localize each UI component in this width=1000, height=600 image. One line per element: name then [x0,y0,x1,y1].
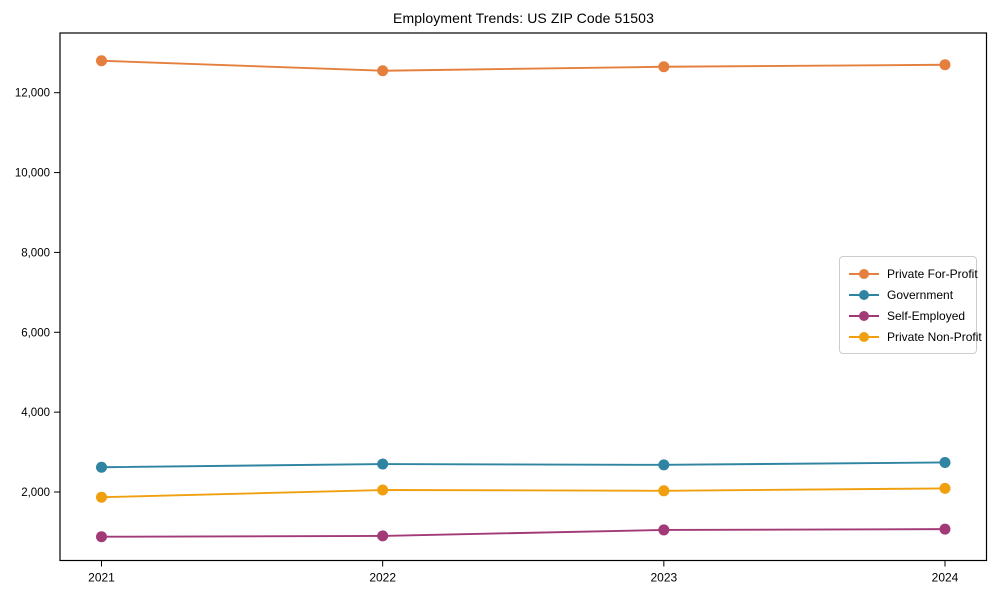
legend-label: Government [887,287,954,302]
data-point-self-employed-2024 [939,523,951,535]
data-point-self-employed-2023 [658,524,670,536]
x-axis-tick-label: 2022 [369,571,396,585]
legend-label: Private For-Profit [887,266,978,281]
x-axis-tick-label: 2024 [932,571,959,585]
legend-swatch-dot [859,268,869,279]
data-point-government-2024 [939,456,951,468]
data-point-self-employed-2021 [96,531,107,543]
chart-title: Employment Trends: US ZIP Code 51503 [393,10,654,26]
data-point-private-non-profit-2022 [377,484,389,496]
data-point-private-for-profit-2021 [96,55,107,67]
data-point-private-for-profit-2024 [939,59,951,71]
series-line-private-non-profit [101,487,946,499]
legend-swatch-dot [859,310,869,321]
y-axis-tick-label: 4,000 [21,407,50,419]
legend-swatch-dot [859,289,869,300]
x-axis-tick-label: 2023 [650,571,677,585]
data-point-private-non-profit-2024 [939,482,951,494]
data-point-private-non-profit-2023 [658,485,670,497]
legend-line-marker-icon [849,310,879,322]
legend-label: Private Non-Profit [887,329,982,344]
plot-area-border [59,32,988,562]
legend-item-private-non-profit: Private Non-Profit [849,326,982,347]
legend-item-private-for-profit: Private For-Profit [849,263,978,284]
legend-line-marker-icon [849,268,879,280]
data-point-government-2023 [658,459,670,471]
legend-label: Self-Employed [887,308,966,323]
x-axis-tick-label: 2021 [88,571,115,585]
data-point-private-for-profit-2023 [658,61,670,73]
data-point-government-2021 [96,461,107,473]
y-axis-tick-label: 10,000 [15,168,50,180]
legend-line-marker-icon [849,331,879,343]
legend-line-marker-icon [849,289,879,301]
series-line-government [101,461,946,469]
legend-item-self-employed: Self-Employed [849,305,967,326]
y-axis-tick-label: 6,000 [21,327,50,339]
legend-swatch-dot [859,331,869,342]
data-point-private-for-profit-2022 [377,65,389,77]
y-axis-tick-label: 12,000 [15,88,50,100]
data-point-self-employed-2022 [377,530,389,542]
series-line-private-for-profit [101,59,946,72]
data-point-private-non-profit-2021 [96,491,107,503]
y-axis-tick-label: 2,000 [21,487,50,499]
y-axis-tick-label: 8,000 [21,247,50,259]
legend-item-government: Government [849,284,967,305]
legend: Private For-Profit Government Self-Employe… [839,256,982,354]
series-line-self-employed [101,528,946,538]
data-point-government-2022 [377,458,389,470]
